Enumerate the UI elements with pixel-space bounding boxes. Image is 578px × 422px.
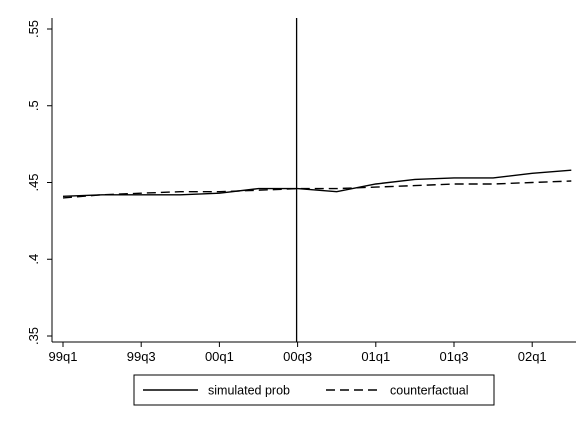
series-line-simulated-prob	[62, 169, 572, 197]
x-tick-label: 01q1	[361, 349, 390, 364]
y-axis-ticks: .35 .4 .45 .5 .55	[26, 20, 52, 345]
y-tick-label: .45	[26, 173, 41, 191]
x-tick-label: 99q3	[127, 349, 156, 364]
plot-area	[52, 18, 578, 342]
x-tick-label: 99q1	[49, 349, 78, 364]
x-tick-label: 00q1	[205, 349, 234, 364]
x-tick-label: 01q3	[440, 349, 469, 364]
x-tick-label: 00q3	[283, 349, 312, 364]
y-tick-label: .4	[26, 254, 41, 265]
series-group	[62, 169, 572, 199]
x-tick-label: 02q1	[518, 349, 547, 364]
y-tick-label: .55	[26, 20, 41, 38]
legend: simulated prob counterfactual	[133, 374, 495, 406]
y-tick-label: .35	[26, 327, 41, 345]
x-axis-ticks: 99q1 99q3 00q1 00q3 01q1 01q3 02q1	[49, 342, 547, 364]
legend-label: simulated prob	[208, 384, 290, 398]
series-line-counterfactual	[62, 180, 572, 199]
axes	[51, 18, 576, 343]
legend-label: counterfactual	[390, 384, 469, 398]
y-tick-label: .5	[26, 100, 41, 111]
